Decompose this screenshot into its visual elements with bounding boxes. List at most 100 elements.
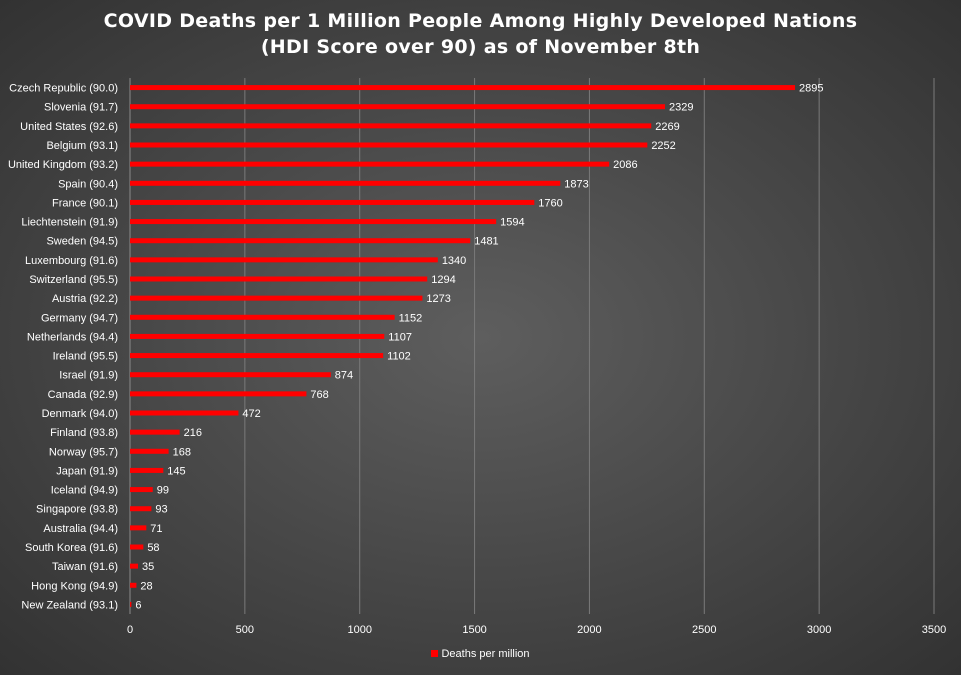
category-label: Australia (94.4)	[43, 523, 118, 535]
data-label: 168	[173, 446, 191, 458]
bar	[130, 353, 384, 359]
category-label: France (90.1)	[52, 197, 118, 209]
bars	[130, 85, 796, 607]
data-label: 2269	[655, 121, 679, 133]
category-label: United Kingdom (93.2)	[8, 159, 118, 171]
data-label: 93	[155, 504, 167, 516]
bar	[130, 142, 648, 148]
x-tick-label: 500	[236, 624, 254, 636]
bar	[130, 544, 144, 550]
bar	[130, 333, 385, 339]
category-label: Ireland (95.5)	[53, 351, 118, 363]
data-label: 216	[184, 427, 202, 439]
data-label: 1107	[388, 331, 412, 343]
category-label: Slovenia (91.7)	[44, 102, 118, 114]
bar	[130, 563, 139, 569]
legend: Deaths per million	[0, 648, 961, 660]
bar	[130, 161, 610, 167]
category-label: Sweden (94.5)	[46, 236, 118, 248]
chart-title: COVID Deaths per 1 Million People Among …	[103, 10, 858, 58]
category-label: Liechtenstein (91.9)	[21, 217, 118, 229]
data-label: 145	[167, 465, 185, 477]
data-label: 35	[142, 561, 154, 573]
bar	[130, 506, 152, 512]
data-label: 1873	[564, 178, 588, 190]
category-label: Netherlands (94.4)	[27, 331, 118, 343]
category-labels: Czech Republic (90.0) Slovenia (91.7) Unit…	[8, 83, 118, 612]
category-label: Japan (91.9)	[56, 465, 118, 477]
bar	[130, 219, 497, 225]
data-label: 99	[157, 485, 169, 497]
x-tick-label: 1000	[347, 624, 371, 636]
bar	[130, 410, 239, 416]
data-label: 6	[135, 599, 141, 611]
x-tick-label: 0	[127, 624, 133, 636]
data-label: 2252	[651, 140, 675, 152]
category-label: Germany (94.7)	[41, 312, 118, 324]
bar	[130, 295, 423, 301]
bar	[130, 601, 132, 607]
data-label: 1294	[431, 274, 455, 286]
x-tick-label: 3500	[922, 624, 946, 636]
data-label: 874	[335, 370, 353, 382]
category-label: Taiwan (91.6)	[52, 561, 118, 573]
bar	[130, 448, 169, 454]
bar	[130, 199, 535, 205]
bar	[130, 525, 147, 531]
data-label: 2086	[613, 159, 637, 171]
bar	[130, 257, 438, 263]
bar	[130, 123, 652, 129]
bar	[130, 467, 164, 473]
x-tick-label: 2500	[692, 624, 716, 636]
category-label: South Korea (91.6)	[25, 542, 118, 554]
bar	[130, 429, 180, 435]
data-label: 1594	[500, 217, 524, 229]
bar	[130, 314, 395, 320]
category-label: Austria (92.2)	[52, 293, 118, 305]
category-label: Singapore (93.8)	[36, 504, 118, 516]
gridlines	[129, 78, 935, 614]
data-label: 1152	[399, 312, 423, 324]
bar	[130, 238, 471, 244]
bar	[130, 104, 666, 110]
x-tick-label: 2000	[577, 624, 601, 636]
category-label: New Zealand (93.1)	[21, 599, 118, 611]
category-label: Norway (95.7)	[49, 446, 118, 458]
bar	[130, 85, 796, 91]
category-label: Luxembourg (91.6)	[25, 255, 118, 267]
data-label: 1760	[538, 197, 562, 209]
category-label: Israel (91.9)	[59, 370, 118, 382]
data-label: 28	[140, 580, 152, 592]
bar	[130, 582, 137, 588]
category-label: Hong Kong (94.9)	[31, 580, 118, 592]
category-label: Czech Republic (90.0)	[9, 83, 118, 95]
category-label: Switzerland (95.5)	[29, 274, 118, 286]
legend-swatch	[431, 649, 439, 657]
category-label: Iceland (94.9)	[51, 485, 118, 497]
data-label: 1340	[442, 255, 466, 267]
data-label: 58	[147, 542, 159, 554]
category-label: Spain (90.4)	[58, 178, 118, 190]
bar	[130, 180, 561, 186]
data-label: 2895	[799, 83, 823, 95]
category-label: Denmark (94.0)	[42, 408, 118, 420]
bar	[130, 487, 153, 493]
category-label: United States (92.6)	[20, 121, 118, 133]
data-label: 472	[242, 408, 260, 420]
data-label: 1273	[426, 293, 450, 305]
bar	[130, 391, 307, 397]
category-label: Finland (93.8)	[50, 427, 118, 439]
data-label: 1481	[474, 236, 498, 248]
data-label: 2329	[669, 102, 693, 114]
bar	[130, 276, 428, 282]
x-axis-tick-labels: 0 500 1000 1500 2000 2500 3000 3500	[127, 624, 946, 636]
legend-label: Deaths per million	[441, 648, 530, 661]
data-label: 768	[310, 389, 328, 401]
bar	[130, 372, 331, 378]
data-label: 1102	[387, 351, 411, 363]
category-label: Belgium (93.1)	[46, 140, 118, 152]
x-tick-label: 3000	[807, 624, 831, 636]
category-label: Canada (92.9)	[48, 389, 118, 401]
